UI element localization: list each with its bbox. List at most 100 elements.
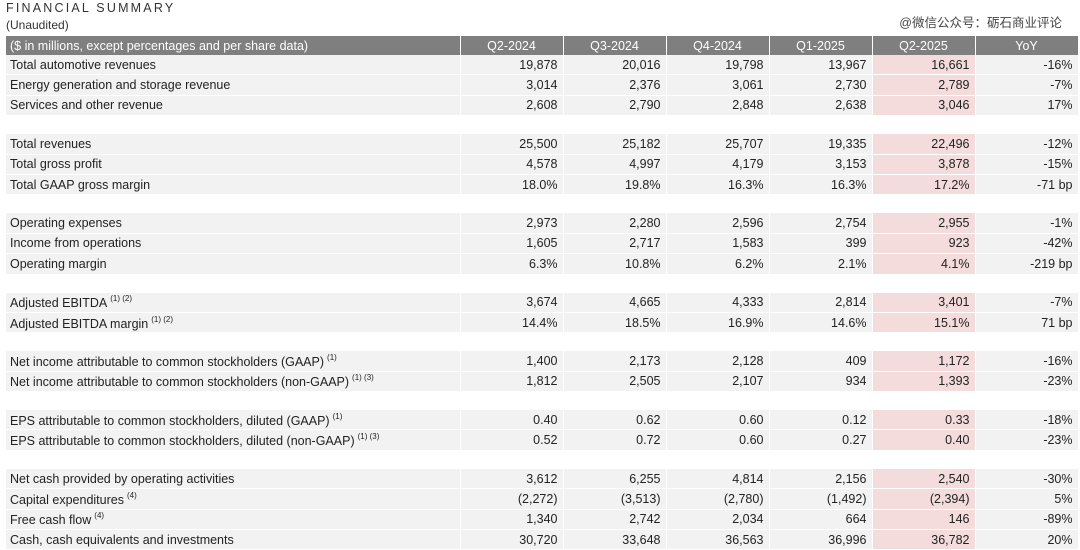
value-cell: 0.52 [460,429,564,451]
yoy-cell: -12% [975,134,1079,155]
row-label: Capital expenditures (4) [6,488,461,510]
value-cell: 36,563 [666,529,770,550]
row-label: Adjusted EBITDA margin (1) (2) [6,312,461,334]
footnote-ref: (4) [126,490,137,500]
table-row: Total automotive revenues 19,878 20,016 19,… [6,55,1079,76]
value-cell: 1,605 [460,233,564,255]
value-cell: 2,608 [460,95,564,117]
value-cell: 2,814 [769,292,873,313]
value-cell: 1,812 [460,371,564,393]
table-header-row: ($ in millions, except percentages and p… [6,36,1079,55]
header-col: Q4-2024 [666,36,770,55]
table-row: Operating expenses 2,973 2,280 2,596 2,754 2,… [6,213,1079,234]
value-cell: 2,848 [666,95,770,117]
value-cell: 19,878 [460,55,564,76]
value-cell: 923 [872,233,976,255]
row-label: Income from operations [6,233,461,255]
spacer-cell [6,115,1079,135]
value-cell: (2,780) [666,488,770,510]
row-label: Total automotive revenues [6,55,461,76]
footnote-ref: (1) (3) [357,432,380,442]
value-cell: 33,648 [563,529,667,550]
value-cell: 2,156 [769,468,873,490]
value-cell: (1,492) [769,488,873,510]
table-row: Net cash provided by operating activitie… [6,468,1079,490]
value-cell: 2,505 [563,371,667,393]
row-label: Operating margin [6,253,461,275]
value-cell: 2,540 [872,468,976,490]
row-label-text: Energy generation and storage revenue [10,78,231,93]
row-label-text: Capital expenditures [10,492,124,507]
value-cell: 16,661 [872,55,976,76]
value-cell: 2,730 [769,74,873,96]
header-col: Q1-2025 [769,36,873,55]
table-row: Adjusted EBITDA (1) (2) 3,674 4,665 4,333 2,8… [6,292,1079,313]
table-row: Cash, cash equivalents and investments 30… [6,529,1079,550]
row-label: Total gross profit [6,154,461,175]
row-label: Total GAAP gross margin [6,174,461,196]
row-label-text: Total GAAP gross margin [10,177,151,192]
row-label: Net cash provided by operating activitie… [6,468,461,490]
yoy-cell: 17% [975,95,1079,117]
yoy-cell: -7% [975,292,1079,313]
header-label: ($ in millions, except percentages and p… [6,36,461,55]
row-label-text: Free cash flow [10,513,92,528]
watermark: @微信公众号：砺石商业评论 [899,16,1062,30]
value-cell: 3,401 [872,292,976,313]
table-row: Capital expenditures (4) (2,272) (3,513) (2,… [6,488,1079,510]
group-spacer [6,194,1079,214]
table-row: Net income attributable to common stockh… [6,351,1079,372]
value-cell: 25,182 [563,134,667,155]
group-spacer [6,332,1079,352]
value-cell: 1,400 [460,351,564,372]
table-row: Total revenues 25,500 25,182 25,707 19,335 22… [6,134,1079,155]
value-cell: 36,782 [872,529,976,550]
yoy-cell: 20% [975,529,1079,550]
value-cell: 1,583 [666,233,770,255]
value-cell: 4,997 [563,154,667,175]
table-row: EPS attributable to common stockholders,… [6,410,1079,431]
footnote-ref: (4) [94,511,105,521]
yoy-cell: -219 bp [975,253,1079,275]
value-cell: 30,720 [460,529,564,550]
yoy-cell: -23% [975,371,1079,393]
row-label-text: Adjusted EBITDA margin [10,316,149,331]
value-cell: 0.60 [666,410,770,431]
yoy-cell: -18% [975,410,1079,431]
value-cell: 2,955 [872,213,976,234]
spacer-cell [6,391,1079,411]
value-cell: 4,578 [460,154,564,175]
row-label-text: Services and other revenue [10,98,163,113]
value-cell: 399 [769,233,873,255]
table-body: Total automotive revenues 19,878 20,016 19,… [6,55,1079,550]
footnote-ref: (1) [327,352,337,362]
value-cell: 2,789 [872,74,976,96]
value-cell: 1,340 [460,509,564,531]
value-cell: 19.8% [563,174,667,196]
value-cell: 17.2% [872,174,976,196]
table-row: Income from operations 1,605 2,717 1,583 399… [6,233,1079,255]
value-cell: 4,179 [666,154,770,175]
row-label: Energy generation and storage revenue [6,74,461,96]
value-cell: (3,513) [563,488,667,510]
value-cell: 2,596 [666,213,770,234]
row-label: Net income attributable to common stockh… [6,351,461,372]
yoy-cell: -1% [975,213,1079,234]
footnote-ref: (1) (2) [151,314,174,324]
value-cell: 36,996 [769,529,873,550]
table-row: Total GAAP gross margin 18.0% 19.8% 16.3% 16… [6,174,1079,196]
value-cell: 664 [769,509,873,531]
spacer-cell [6,450,1079,469]
value-cell: 18.5% [563,312,667,334]
value-cell: 22,496 [872,134,976,155]
value-cell: 0.72 [563,429,667,451]
value-cell: (2,394) [872,488,976,510]
yoy-cell: -89% [975,509,1079,531]
value-cell: 934 [769,371,873,393]
table-row: Services and other revenue 2,608 2,790 2,84… [6,95,1079,117]
yoy-cell: -15% [975,154,1079,175]
value-cell: 4.1% [872,253,976,275]
row-label-text: Total automotive revenues [10,57,156,72]
value-cell: 1,393 [872,371,976,393]
row-label-text: Cash, cash equivalents and investments [10,532,234,547]
